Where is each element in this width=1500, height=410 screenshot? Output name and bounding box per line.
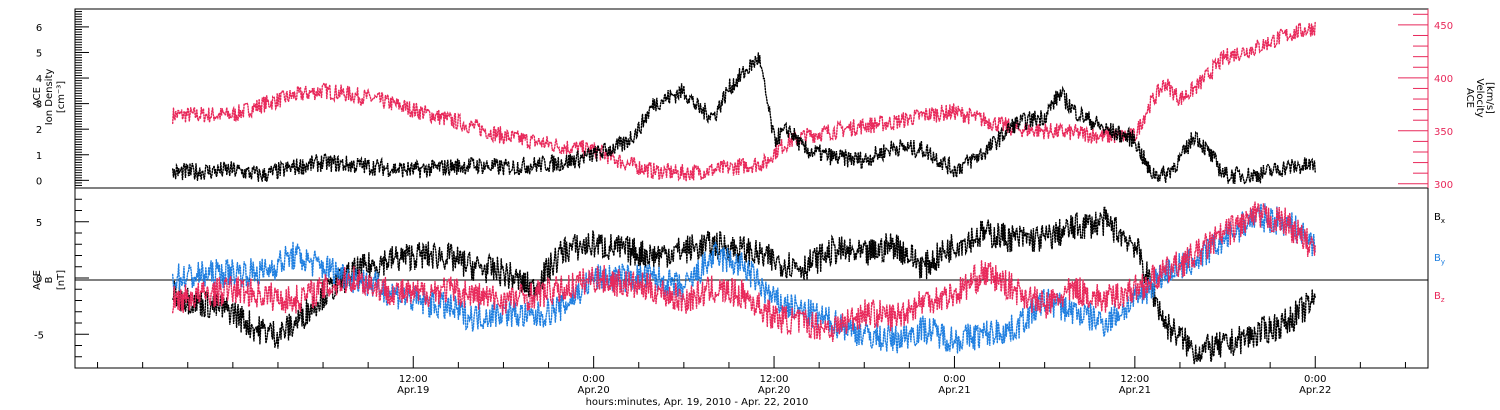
field-tick-label: 5 xyxy=(36,218,42,229)
density-tick-label: 6 xyxy=(36,23,42,34)
density-tick-label: 1 xyxy=(36,151,42,162)
density-label-line-3: [cm⁻³] xyxy=(56,81,67,113)
density-tick-label: 2 xyxy=(36,125,42,136)
time-tick-label: 0:00 xyxy=(1304,374,1326,385)
density-points xyxy=(171,52,1316,187)
field-label-line-3: [nT] xyxy=(56,270,67,290)
legend-bz: Bz xyxy=(1434,291,1445,304)
density-axis: 0 1 2 3 4 5 6 xyxy=(36,8,89,189)
velocity-axis: 300 350 400 450 xyxy=(1398,9,1453,191)
velocity-label-line-2: Velocity xyxy=(1474,78,1485,117)
velocity-tick-label: 450 xyxy=(1434,21,1453,32)
velocity-tick-label: 300 xyxy=(1434,180,1453,191)
field-label-line-1: ACE xyxy=(32,270,43,290)
velocity-tick-label: 350 xyxy=(1434,127,1453,138)
density-tick-label: 3 xyxy=(36,100,42,111)
density-label-line-1: ACE xyxy=(32,87,43,107)
legend-by: By xyxy=(1434,253,1445,266)
time-tick-label: 12:00 xyxy=(1120,374,1149,385)
density-tick-label: 0 xyxy=(36,176,42,187)
density-tick-label: 4 xyxy=(36,74,42,85)
field-tick-label: 0 xyxy=(36,274,42,285)
date-tick-label: Apr.21 xyxy=(1119,385,1151,396)
density-label-line-2: Ion Density xyxy=(44,69,55,126)
field-axis: -5 0 5 xyxy=(34,198,89,358)
velocity-label-line-1: ACE xyxy=(1464,88,1475,108)
legend-bx: Bx xyxy=(1434,212,1445,225)
field-label-line-2: B xyxy=(44,276,55,283)
bx-points xyxy=(171,206,1316,364)
velocity-tick-label: 400 xyxy=(1434,74,1453,85)
time-tick-label: 12:00 xyxy=(760,374,789,385)
velocity-label-line-3: [km/s] xyxy=(1484,82,1495,114)
density-series xyxy=(171,52,1316,187)
magnetic-field-series xyxy=(171,201,1316,364)
time-axis: 12:00Apr.190:00Apr.2012:00Apr.200:00Apr.… xyxy=(97,356,1406,396)
date-tick-label: Apr.20 xyxy=(578,385,610,396)
time-tick-label: 12:00 xyxy=(399,374,428,385)
x-axis-title: hours:minutes, Apr. 19, 2010 - Apr. 22, … xyxy=(586,397,809,408)
density-tick-label: 5 xyxy=(36,48,42,59)
date-tick-label: Apr.20 xyxy=(758,385,790,396)
bz-points xyxy=(171,201,1316,342)
field-tick-label: -5 xyxy=(34,330,44,341)
date-tick-label: Apr.22 xyxy=(1299,385,1331,396)
date-tick-label: Apr.21 xyxy=(938,385,970,396)
time-tick-label: 0:00 xyxy=(582,374,604,385)
date-tick-label: Apr.19 xyxy=(397,385,429,396)
time-tick-label: 0:00 xyxy=(943,374,965,385)
